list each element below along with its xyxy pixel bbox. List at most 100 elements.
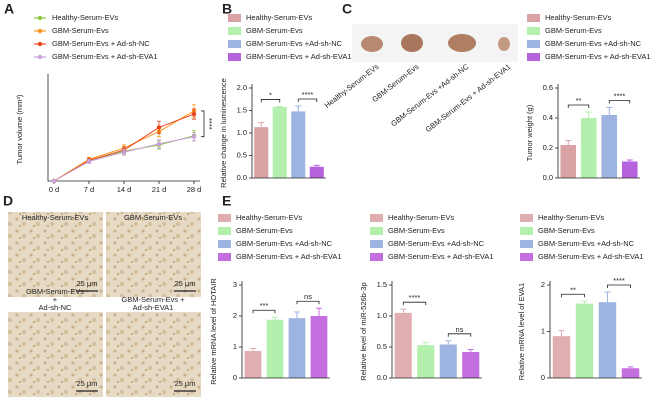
significance-bracket (447, 333, 472, 337)
legend-label: Healthy-Serum-EVs (52, 13, 119, 22)
scale-bar-label: 25 μm (77, 279, 98, 288)
panel-label: C (342, 1, 352, 17)
bar (417, 345, 435, 378)
significance-label: **** (614, 91, 626, 100)
micrograph-label: + (53, 295, 58, 304)
series-line (53, 136, 195, 182)
legend-swatch (527, 27, 540, 35)
legend-label: GBM-Serum-Evs + Ad-sh-EVA1 (545, 52, 651, 61)
x-tick-label: 21 d (152, 185, 167, 194)
legend-swatch (218, 240, 231, 248)
significance-bracket (252, 309, 276, 314)
scale-bar-label: 25 μm (77, 379, 98, 388)
bar (552, 336, 571, 378)
legend-swatch (228, 40, 241, 48)
legend-marker (37, 54, 43, 60)
significance-bracket (402, 301, 427, 306)
bar (310, 316, 328, 378)
panel-label: A (4, 1, 14, 17)
y-tick-label: 1.0 (237, 128, 247, 137)
y-axis-label: Tumor weight (g) (525, 104, 534, 161)
bar (288, 318, 306, 378)
micrograph (8, 312, 103, 397)
y-tick-label: 0 (541, 373, 545, 382)
significance-label: **** (409, 293, 421, 302)
bar (439, 344, 457, 378)
y-axis-label: Relative level of miR-526b-3p (359, 282, 368, 380)
bar (621, 368, 640, 378)
legend-marker (37, 28, 43, 34)
micrograph-label: GBM-Serum-EVs (26, 287, 84, 296)
error-bar (445, 340, 452, 345)
legend-marker (37, 15, 43, 21)
error-bar (604, 291, 611, 303)
error-bar (467, 348, 474, 352)
legend-label: GBM-Serum-Evs +Ad-sh-NC (538, 239, 635, 248)
legend-swatch (520, 253, 533, 261)
data-point (121, 149, 127, 155)
significance-bracket (607, 284, 631, 288)
legend-label: GBM-Serum-Evs (236, 226, 293, 235)
bar (580, 118, 597, 178)
y-axis-label: Relative mRNA level of EVA1 (517, 283, 526, 380)
legend-swatch (520, 214, 533, 222)
error-bar (626, 159, 633, 162)
significance-label: *** (260, 301, 269, 310)
micrograph (106, 212, 201, 297)
significance-bracket (296, 300, 320, 305)
x-tick-label: 28 d (187, 185, 202, 194)
legend-label: Healthy-Serum-EVs (246, 13, 313, 22)
y-tick-label: 0 (233, 373, 237, 382)
y-tick-label: 1.5 (237, 105, 247, 114)
error-bar (558, 330, 565, 337)
legend-label: Healthy-Serum-EVs (388, 213, 455, 222)
significance-bracket (567, 104, 590, 108)
legend-swatch (370, 227, 383, 235)
y-tick-label: 0.6 (543, 83, 553, 92)
bar (309, 166, 324, 178)
y-tick-label: 3 (233, 280, 237, 289)
y-tick-label: 0.4 (543, 113, 553, 122)
legend-label: GBM-Serum-Evs + Ad-sh-EVA1 (388, 252, 494, 261)
micrograph-label: Ad-sh-NC (39, 303, 73, 312)
bar (266, 319, 284, 378)
error-bar (258, 122, 265, 128)
data-point (86, 159, 92, 164)
bar (462, 351, 480, 378)
bar (244, 351, 262, 378)
y-tick-label: 1 (541, 326, 545, 335)
y-tick-label: 0.5 (237, 150, 247, 159)
panel-label: D (3, 193, 13, 209)
error-bar (585, 111, 592, 118)
y-tick-label: 0.5 (377, 342, 387, 351)
legend-swatch (228, 53, 241, 61)
micrograph-label: Healthy-Serum-EVs (22, 213, 89, 222)
legend-label: GBM-Serum-Evs (52, 26, 109, 35)
photo-label: Healthy-Serum-EVs (323, 62, 381, 110)
legend-swatch (218, 227, 231, 235)
legend-swatch (370, 214, 383, 222)
tumor-photo (401, 34, 423, 52)
error-bar (294, 311, 300, 319)
bar (272, 106, 287, 178)
bar (560, 145, 577, 178)
significance-label: ** (570, 285, 576, 294)
legend-label: GBM-Serum-Evs + Ad-sh-NC (52, 39, 150, 48)
y-tick-label: 2 (233, 311, 237, 320)
data-point (191, 111, 197, 117)
data-point (156, 125, 162, 130)
error-bar (581, 300, 588, 304)
legend-swatch (520, 240, 533, 248)
significance-bracket (608, 100, 631, 104)
significance-label: **** (205, 118, 214, 130)
error-bar (606, 107, 613, 115)
error-bar (313, 164, 320, 167)
bar (254, 127, 269, 178)
bar (598, 302, 617, 378)
error-bar (250, 348, 256, 352)
bar (575, 303, 594, 378)
legend-label: GBM-Serum-Evs + Ad-sh-EVA1 (538, 252, 644, 261)
y-tick-label: 0.0 (377, 373, 387, 382)
micrograph-label: Ad-sh-EVA1 (133, 303, 174, 312)
y-axis-label: Relative change in luminescence (219, 78, 228, 188)
